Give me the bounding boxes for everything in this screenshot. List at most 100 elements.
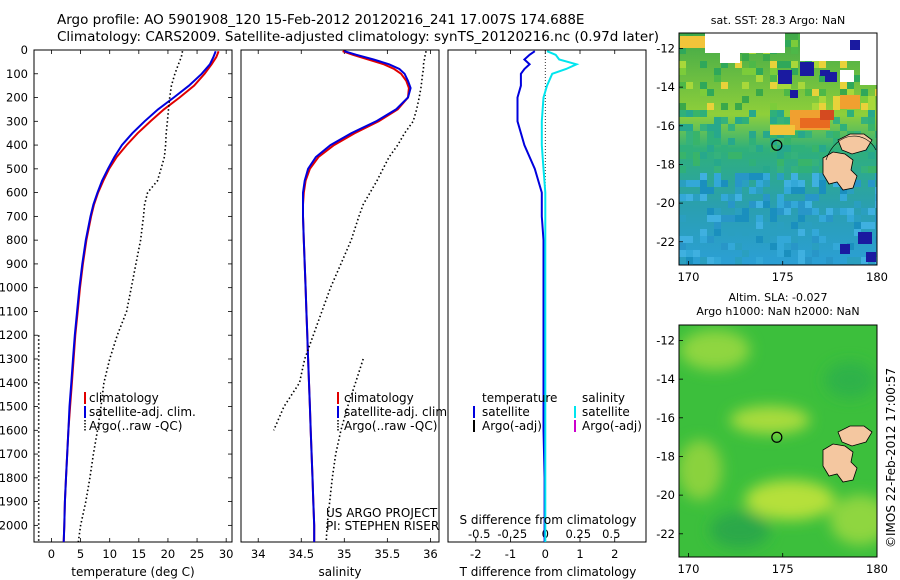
x-tick-label: 30 (219, 547, 234, 561)
depth-tick-label: 1000 (0, 281, 28, 295)
s-difference-label: S difference from climatology (460, 513, 637, 527)
s-diff-tick-label: -0.25 (497, 527, 527, 541)
sst-map-frame (678, 32, 878, 266)
sla-field (679, 325, 877, 557)
salinity-legend: climatology satellite-adj. clim. Argo(..… (337, 391, 451, 433)
pi-annotation-1: US ARGO PROJECT (326, 506, 438, 520)
s-diff-tick-label: 0.25 (565, 527, 591, 541)
lat-tick-label: -20 (656, 488, 675, 502)
depth-tick-label: 600 (6, 186, 28, 200)
island-shape (822, 151, 858, 191)
legend-climatology: climatology (344, 391, 414, 405)
legend-climatology: climatology (89, 391, 159, 405)
legend-argo: Argo(..raw -QC) (344, 419, 437, 433)
salinity-series (272, 50, 427, 542)
x-tick-label: 34 (251, 547, 266, 561)
lon-tick-label: 170 (677, 270, 699, 284)
depth-tick-label: 2000 (0, 518, 28, 532)
depth-tick-label: 1800 (0, 471, 28, 485)
x-tick-label: 34.5 (288, 547, 314, 561)
depth-tick-label: 0 (21, 43, 28, 57)
depth-tick-label: 200 (6, 91, 28, 105)
legend-temp-argo: Argo(-adj) (482, 419, 542, 433)
lat-tick-label: -12 (656, 333, 675, 347)
sst-map-axes: 170 175 180 -12 -14 -16 -18 -20 -22 (656, 41, 888, 284)
depth-tick-label: 1100 (0, 304, 28, 318)
depth-tick-label: 1600 (0, 423, 28, 437)
difference-axes-box (447, 49, 647, 543)
sst-map-title: sat. SST: 28.3 Argo: NaN (711, 14, 845, 27)
salinity-xlabel: salinity (318, 565, 361, 579)
series-line (516, 50, 546, 542)
difference-series (516, 50, 580, 542)
salinity-x-axis: 34 34.5 35 35.5 36 (251, 50, 438, 561)
lat-tick-label: -22 (656, 527, 675, 541)
lat-tick-label: -20 (656, 196, 675, 210)
temperature-legend: climatology satellite-adj. clim. Argo(..… (84, 391, 196, 433)
pi-annotation-2: PI: STEPHEN RISER (326, 519, 439, 533)
argo-location-marker (771, 139, 783, 151)
lon-tick-label: 180 (866, 270, 888, 284)
argo-location-marker (771, 431, 783, 443)
depth-tick-label: 500 (6, 162, 28, 176)
sst-map-panel: sat. SST: 28.3 Argo: NaN 170 175 180 -12 -14… (656, 14, 888, 284)
x-tick-label: 36 (423, 547, 438, 561)
salinity-panel: 34 34.5 35 35.5 36 climatology satellite-adj… (240, 49, 451, 579)
lat-tick-label: -18 (656, 157, 675, 171)
depth-tick-label: 900 (6, 257, 28, 271)
sst-field (679, 33, 877, 265)
temperature-xlabel: temperature (deg C) (71, 565, 194, 579)
series-line (62, 50, 217, 542)
series-line (325, 358, 364, 542)
depth-tick-label: 100 (6, 67, 28, 81)
lat-tick-label: -14 (656, 80, 675, 94)
x-tick-label: -1 (505, 547, 516, 561)
lon-tick-label: 170 (677, 562, 699, 576)
temperature-axes-box (33, 49, 233, 543)
lat-tick-label: -16 (656, 411, 675, 425)
depth-tick-label: 400 (6, 138, 28, 152)
sla-map-title: Altim. SLA: -0.027 (728, 291, 827, 304)
depth-axis: 0 100 200 300 400 500 600 700 800 900 1000 1100 1200… (0, 43, 646, 532)
depth-tick-label: 800 (6, 233, 28, 247)
series-line (302, 50, 412, 542)
sla-map-axes: 170 175 180 -12 -14 -16 -18 -20 -22 (656, 333, 888, 576)
header-line-1: Argo profile: AO 5901908_120 15-Feb-2012… (57, 12, 585, 28)
lon-tick-label: 180 (866, 562, 888, 576)
t-difference-xlabel: T difference from climatology (459, 565, 637, 579)
island-shape (822, 443, 858, 483)
lat-tick-label: -18 (656, 449, 675, 463)
x-tick-label: 35.5 (375, 547, 401, 561)
x-tick-label: 2 (611, 547, 618, 561)
temperature-panel: 0100200300400500600700800900100011001200… (0, 43, 646, 579)
sla-map-panel: Altim. SLA: -0.027 Argo h1000: NaN h2000… (656, 291, 888, 576)
lon-tick-label: 175 (772, 270, 794, 284)
legend-sal-argo: Argo(-adj) (582, 419, 642, 433)
difference-legend: temperature satellite Argo(-adj) salinit… (473, 391, 642, 433)
lat-tick-label: -22 (656, 235, 675, 249)
legend-satellite-adj: satellite-adj. clim. (344, 405, 451, 419)
depth-tick-label: 1700 (0, 447, 28, 461)
copyright-text: ©IMOS 22-Feb-2012 17:00:57 (884, 367, 898, 548)
s-diff-tick-label: 0.5 (602, 527, 620, 541)
depth-tick-label: 1200 (0, 328, 28, 342)
depth-tick-label: 1900 (0, 495, 28, 509)
t-difference-x-axis: -2 -1 0 1 2 (470, 50, 618, 561)
x-tick-label: 25 (190, 547, 205, 561)
salinity-axes-box (240, 49, 440, 543)
x-tick-label: 0 (48, 547, 55, 561)
legend-temperature-heading: temperature (482, 391, 557, 405)
sla-map-frame (678, 324, 878, 558)
x-tick-label: 15 (132, 547, 147, 561)
temperature-x-axis: 0 5 10 15 20 25 30 (48, 50, 234, 561)
temperature-series (37, 50, 220, 542)
sla-map-subtitle: Argo h1000: NaN h2000: NaN (696, 305, 859, 318)
legend-satellite-adj: satellite-adj. clim. (89, 405, 196, 419)
lat-tick-label: -12 (656, 41, 675, 55)
lon-tick-label: 175 (772, 562, 794, 576)
depth-tick-label: 1400 (0, 376, 28, 390)
header-line-2: Climatology: CARS2009. Satellite-adjuste… (57, 29, 660, 45)
depth-tick-label: 1300 (0, 352, 28, 366)
lat-tick-label: -16 (656, 119, 675, 133)
